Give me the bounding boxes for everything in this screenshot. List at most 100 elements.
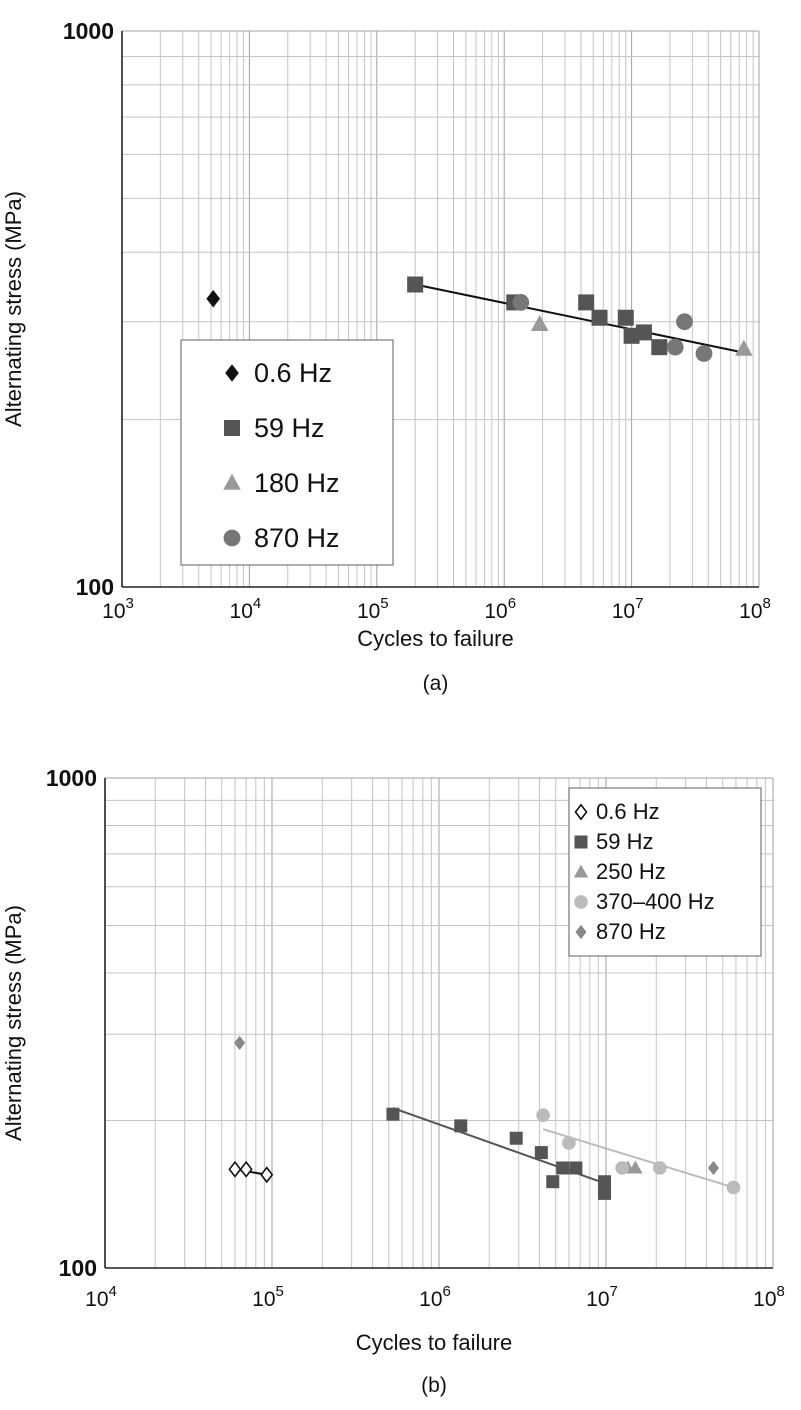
x-tick-label: 105 <box>252 1283 284 1311</box>
x-tick-label: 108 <box>753 1283 785 1311</box>
x-tick-base: 10 <box>357 600 380 623</box>
x-tick-base: 10 <box>753 1288 776 1311</box>
data-point <box>546 1175 560 1189</box>
legend: 0.6 Hz 59 Hz 180 Hz 870 Hz <box>180 339 394 566</box>
x-tick-exponent: 7 <box>610 1283 618 1300</box>
legend-marker <box>223 529 241 547</box>
data-point <box>735 339 753 356</box>
legend-marker <box>574 803 588 821</box>
y-tick-label: 100 <box>59 1255 97 1281</box>
x-tick-base: 10 <box>102 600 125 623</box>
data-point <box>512 293 530 311</box>
x-tick-exponent: 4 <box>253 595 261 612</box>
data-point <box>652 1161 667 1175</box>
data-point <box>707 1160 719 1176</box>
data-point <box>569 1161 583 1175</box>
x-tick-exponent: 6 <box>508 595 516 612</box>
y-tick-label: 1000 <box>63 18 114 44</box>
x-tick-base: 10 <box>612 600 635 623</box>
x-tick-exponent: 8 <box>777 1283 785 1300</box>
data-point <box>578 294 595 311</box>
legend: 0.6 Hz 59 Hz 250 Hz 370–400 Hz 870 Hz <box>568 787 762 957</box>
x-tick-exponent: 4 <box>109 1283 117 1300</box>
data-point <box>598 1186 612 1200</box>
data-point <box>628 1160 643 1174</box>
legend-marker <box>223 473 241 490</box>
series-circle <box>512 293 713 362</box>
x-tick-exponent: 5 <box>276 1283 284 1300</box>
data-point <box>598 1175 612 1189</box>
x-tick-base: 10 <box>252 1288 275 1311</box>
data-point <box>234 1035 246 1051</box>
y-axis-title: Alternating stress (MPa) <box>1 905 26 1141</box>
data-point <box>726 1180 741 1195</box>
x-tick-label: 108 <box>739 595 771 623</box>
data-point <box>386 1107 400 1121</box>
data-point <box>695 345 713 362</box>
data-point <box>635 324 652 341</box>
legend-marker <box>573 864 589 878</box>
data-point <box>556 1161 570 1175</box>
x-tick-label: 106 <box>419 1283 451 1311</box>
x-tick-label: 105 <box>357 595 389 623</box>
data-point <box>617 309 634 326</box>
legend-label: 370–400 Hz <box>596 889 715 914</box>
data-point <box>260 1166 274 1184</box>
legend-marker <box>225 364 239 382</box>
y-axis-title: Alternating stress (MPa) <box>1 191 26 427</box>
data-point <box>562 1136 576 1150</box>
data-point <box>536 1108 550 1123</box>
x-tick-label: 106 <box>484 595 516 623</box>
x-tick-base: 10 <box>230 600 253 623</box>
data-point <box>239 1160 253 1178</box>
x-tick-exponent: 6 <box>443 1283 451 1300</box>
x-tick-base: 10 <box>85 1288 108 1311</box>
data-point <box>509 1131 523 1145</box>
series-diamond <box>206 289 221 308</box>
x-tick-base: 10 <box>739 600 762 623</box>
legend-label: 870 Hz <box>596 919 666 944</box>
series-diamond-open <box>228 1160 274 1184</box>
x-tick-exponent: 5 <box>380 595 388 612</box>
data-point <box>623 327 640 344</box>
legend-label: 59 Hz <box>254 413 325 443</box>
legend-label: 250 Hz <box>596 859 666 884</box>
x-tick-base: 10 <box>586 1288 609 1311</box>
data-point <box>454 1119 468 1133</box>
legend-marker <box>574 895 588 909</box>
data-point <box>615 1161 630 1175</box>
data-point <box>666 338 684 356</box>
x-axis-title: Cycles to failure <box>357 626 514 651</box>
series-circle <box>536 1108 741 1195</box>
legend-label: 180 Hz <box>254 468 340 498</box>
legend-box <box>180 339 394 566</box>
x-tick-label: 104 <box>230 595 262 623</box>
legend-marker <box>575 924 587 940</box>
trend-line <box>414 283 745 354</box>
trend-line <box>542 1128 734 1189</box>
data-point <box>206 289 221 308</box>
x-tick-exponent: 3 <box>126 595 134 612</box>
legend-label: 0.6 Hz <box>254 358 332 388</box>
legend-label: 870 Hz <box>254 523 340 553</box>
x-tick-exponent: 7 <box>635 595 643 612</box>
panel-caption: (b) <box>421 1374 447 1397</box>
trend-line <box>392 1107 605 1185</box>
legend-label: 59 Hz <box>596 829 653 854</box>
data-point <box>591 309 608 326</box>
x-tick-label: 107 <box>586 1283 618 1311</box>
data-point <box>534 1146 548 1160</box>
x-tick-exponent: 8 <box>763 595 771 612</box>
data-point <box>530 314 549 331</box>
data-point <box>651 339 668 356</box>
x-axis-title: Cycles to failure <box>356 1330 513 1355</box>
data-point <box>676 313 693 331</box>
series-square <box>386 1107 612 1200</box>
x-tick-label: 104 <box>85 1283 117 1311</box>
legend-marker <box>574 835 588 849</box>
data-point <box>228 1160 242 1178</box>
y-tick-label: 1000 <box>46 765 97 791</box>
